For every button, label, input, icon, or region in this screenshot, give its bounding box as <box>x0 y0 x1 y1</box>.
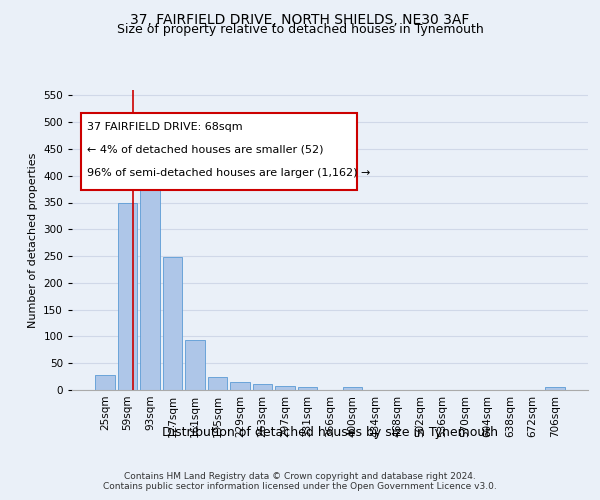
Text: 37, FAIRFIELD DRIVE, NORTH SHIELDS, NE30 3AF: 37, FAIRFIELD DRIVE, NORTH SHIELDS, NE30… <box>130 12 470 26</box>
Bar <box>545 387 565 390</box>
Bar <box>185 340 205 390</box>
Text: Contains public sector information licensed under the Open Government Licence v3: Contains public sector information licen… <box>103 482 497 491</box>
Text: 96% of semi-detached houses are larger (1,162) →: 96% of semi-detached houses are larger (… <box>87 168 370 178</box>
Bar <box>275 386 295 390</box>
Y-axis label: Number of detached properties: Number of detached properties <box>28 152 38 328</box>
Text: ← 4% of detached houses are smaller (52): ← 4% of detached houses are smaller (52) <box>87 145 323 155</box>
Bar <box>140 152 160 390</box>
Bar <box>163 257 182 390</box>
Bar <box>298 387 317 390</box>
Bar <box>208 376 227 390</box>
Text: 37 FAIRFIELD DRIVE: 68sqm: 37 FAIRFIELD DRIVE: 68sqm <box>87 122 242 132</box>
Bar <box>343 387 362 390</box>
Text: Distribution of detached houses by size in Tynemouth: Distribution of detached houses by size … <box>162 426 498 439</box>
Bar <box>230 382 250 390</box>
Bar <box>253 384 272 390</box>
Bar <box>95 375 115 390</box>
Bar <box>118 202 137 390</box>
Text: Size of property relative to detached houses in Tynemouth: Size of property relative to detached ho… <box>116 24 484 36</box>
Text: Contains HM Land Registry data © Crown copyright and database right 2024.: Contains HM Land Registry data © Crown c… <box>124 472 476 481</box>
